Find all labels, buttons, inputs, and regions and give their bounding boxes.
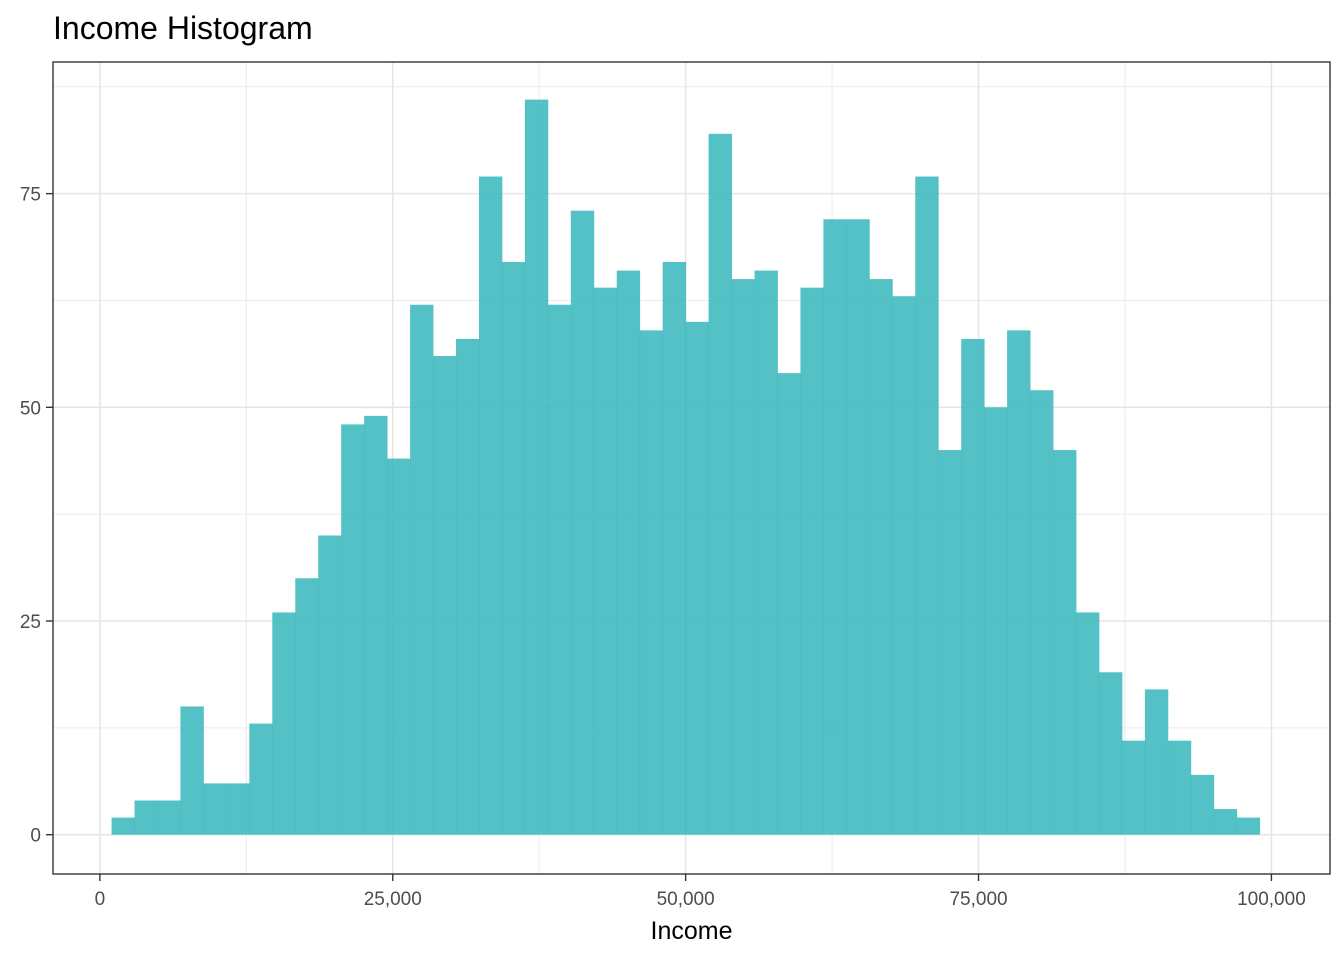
histogram-bar	[1121, 740, 1146, 835]
histogram-bar	[570, 210, 595, 835]
histogram-bar	[478, 176, 503, 835]
histogram-bar	[1076, 612, 1100, 835]
histogram-bar	[364, 415, 388, 835]
histogram-bar	[984, 407, 1008, 835]
y-tick-label: 25	[20, 612, 41, 633]
histogram-bar	[1190, 774, 1215, 835]
x-tick-label: 75,000	[949, 889, 1007, 910]
x-tick-label: 25,000	[364, 889, 422, 910]
histogram-bar	[892, 296, 916, 835]
histogram-bar	[433, 356, 457, 835]
x-axis-title: Income	[651, 917, 733, 945]
chart-title: Income Histogram	[53, 10, 313, 46]
histogram-bar	[662, 262, 687, 835]
histogram-bar	[777, 373, 801, 835]
histogram-bar	[869, 279, 893, 835]
histogram-bar	[961, 338, 985, 835]
histogram-bar	[846, 219, 870, 835]
histogram-bars	[111, 99, 1261, 835]
histogram-bar	[524, 99, 549, 835]
histogram-bar	[616, 270, 641, 835]
histogram-bar	[134, 800, 158, 835]
histogram-bar	[1236, 817, 1261, 835]
x-tick-label: 100,000	[1237, 889, 1306, 910]
histogram-bar	[410, 304, 434, 835]
histogram-bar	[1007, 330, 1031, 835]
histogram-bar	[318, 535, 342, 835]
histogram-bar	[111, 817, 135, 835]
histogram-bar	[547, 304, 572, 835]
histogram-bar	[754, 270, 778, 835]
histogram-bar	[501, 262, 526, 835]
x-tick-label: 50,000	[657, 889, 715, 910]
histogram-bar	[800, 287, 824, 835]
histogram-bar	[341, 424, 365, 835]
y-axis: 0 25 50 75	[20, 185, 53, 847]
histogram-bar	[157, 800, 181, 835]
x-tick-label: 0	[95, 889, 106, 910]
histogram-bar	[731, 279, 755, 835]
histogram-bar	[180, 706, 204, 835]
y-tick-label: 75	[20, 185, 41, 206]
histogram-bar	[1030, 390, 1054, 835]
histogram-bar	[203, 783, 227, 835]
histogram-bar	[387, 458, 411, 835]
histogram-bar	[708, 133, 732, 835]
histogram-bar	[1167, 740, 1192, 835]
y-tick-label: 50	[20, 398, 41, 419]
histogram-bar	[1053, 450, 1077, 835]
y-tick-label: 0	[30, 826, 41, 847]
histogram-bar	[685, 321, 710, 835]
histogram-bar	[593, 287, 618, 835]
histogram-bar	[295, 578, 319, 835]
histogram-bar	[249, 723, 273, 835]
histogram-bar	[938, 450, 962, 835]
panel-border	[52, 61, 1331, 875]
histogram-bar	[639, 330, 664, 835]
histogram-bar	[823, 219, 847, 835]
histogram-bar	[456, 338, 480, 835]
histogram-bar	[272, 612, 296, 835]
histogram-bar	[226, 783, 250, 835]
histogram-bar	[1213, 809, 1238, 835]
histogram-bar	[1144, 689, 1169, 835]
histogram-bar	[915, 176, 939, 835]
x-axis: 0 25,000 50,000 75,000 100,000	[95, 874, 1306, 910]
histogram-bar	[1098, 672, 1123, 835]
